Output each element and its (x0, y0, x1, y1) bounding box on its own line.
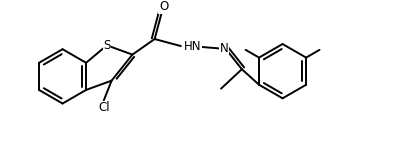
Text: Cl: Cl (98, 102, 110, 114)
Text: S: S (103, 39, 111, 52)
Text: O: O (159, 0, 168, 14)
Text: N: N (219, 42, 228, 55)
Text: HN: HN (184, 40, 201, 53)
